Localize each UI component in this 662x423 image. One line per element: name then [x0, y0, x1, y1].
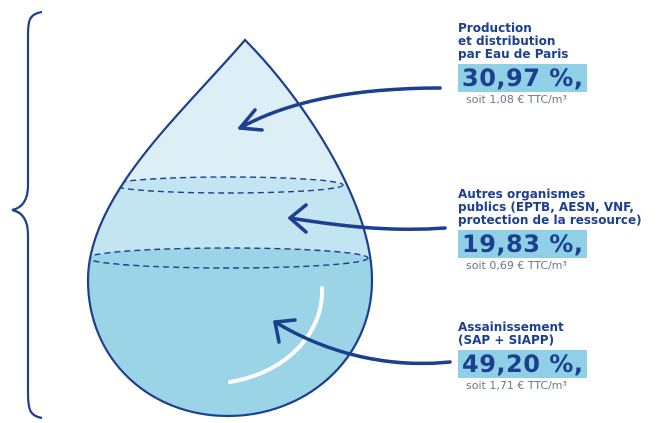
title-line: Production: [458, 21, 532, 35]
title-line: (SAP + SIAPP): [458, 333, 555, 347]
title-line: et distribution: [458, 34, 556, 48]
section: Production et distribution par Eau de Pari…: [458, 22, 588, 106]
section: Assainissement (SAP + SIAPP) 49,20 %, soit …: [458, 321, 588, 392]
drop-outline: [86, 38, 374, 418]
arrows: [238, 86, 452, 366]
title-line: publics (EPTB, AESN, VNF,: [458, 200, 634, 214]
title-line: protection de la ressource): [458, 213, 642, 227]
share: 49,20 %,: [458, 350, 588, 378]
brace: [11, 10, 43, 420]
section-title: Autres organismes publics (EPTB, AESN, VN…: [458, 188, 642, 227]
detail: soit 0,69 € TTC/m³: [466, 259, 567, 272]
title-line: Assainissement: [458, 320, 564, 334]
share: 30,97 %,: [458, 64, 588, 92]
section-title: Production et distribution par Eau de Pari…: [458, 22, 587, 61]
title-line: Autres organismes: [458, 187, 586, 201]
highlight: [228, 286, 325, 384]
section: Autres organismes publics (EPTB, AESN, VN…: [458, 188, 642, 272]
section-title: Assainissement (SAP + SIAPP): [458, 321, 587, 347]
share-row: 30,97 %,: [458, 61, 588, 92]
level-line: [88, 247, 369, 269]
detail: soit 1,08 € TTC/m³: [466, 93, 567, 106]
share-row: 49,20 %,: [458, 347, 588, 378]
drop-fill: [88, 40, 372, 416]
share: 19,83 %,: [458, 230, 588, 258]
share-row: 19,83 %,: [458, 227, 642, 258]
detail: soit 1,71 € TTC/m³: [466, 379, 567, 392]
title-line: par Eau de Paris: [458, 47, 569, 61]
